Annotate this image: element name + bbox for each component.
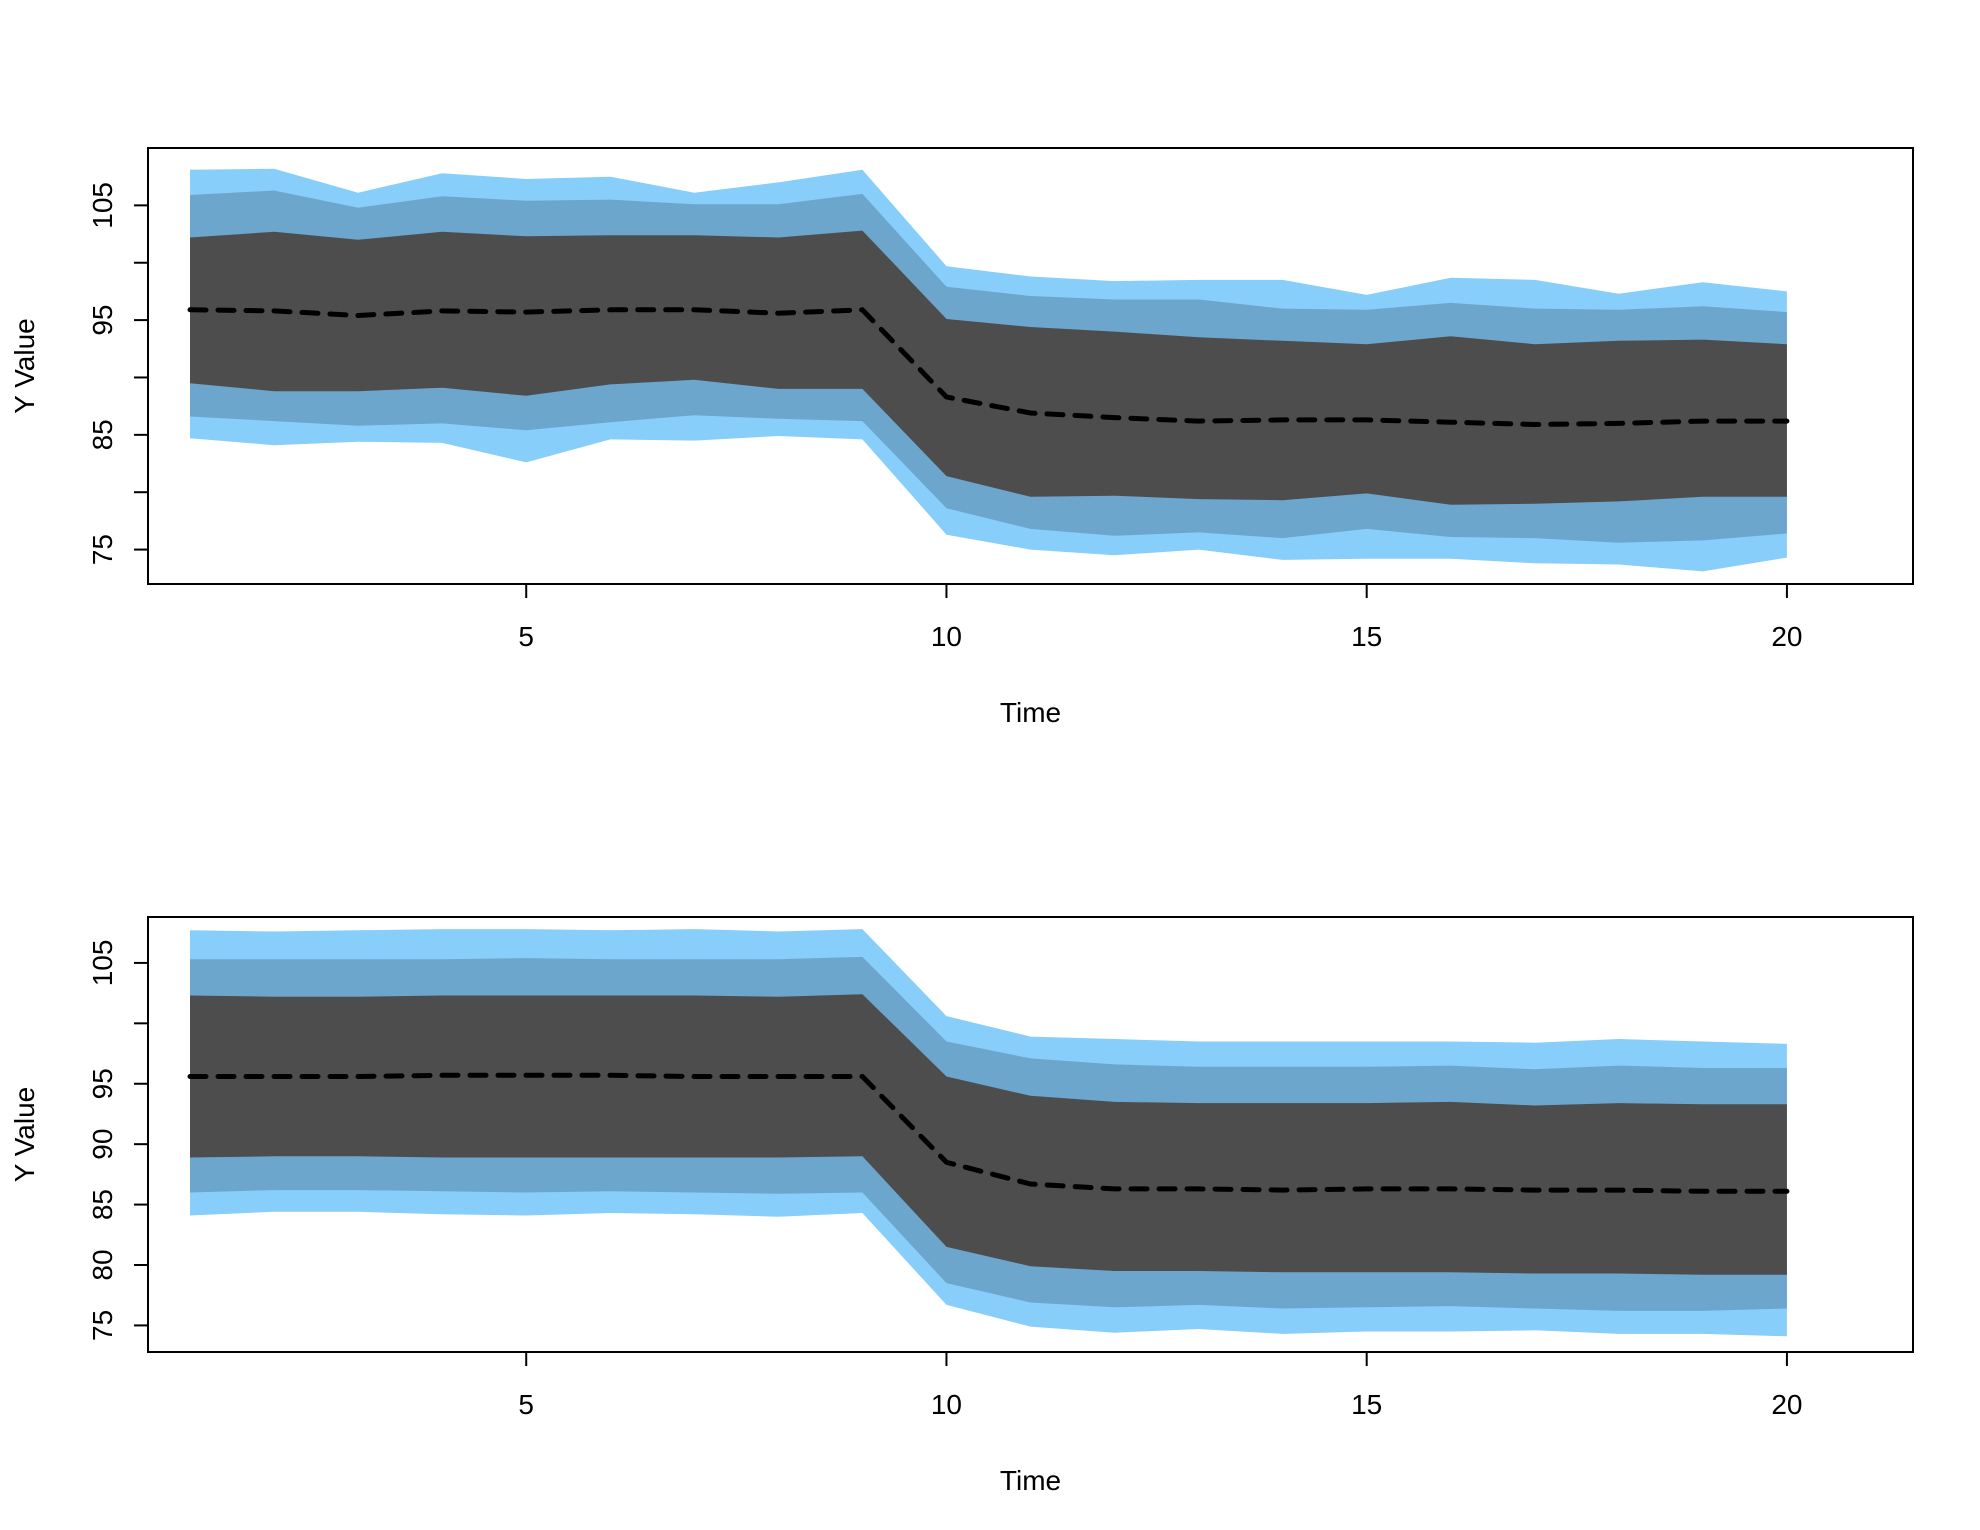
y-tick-label: 95 — [87, 1068, 118, 1099]
upper-fan-chart: 5 10 15 20 75 85 95 105 Time Y Value — [9, 147, 1914, 728]
x-tick-label: 20 — [1771, 621, 1802, 652]
plot-frame — [147, 147, 1914, 585]
y-tick-label: 75 — [87, 1310, 118, 1341]
x-tick-label: 5 — [518, 621, 534, 652]
median-line — [187, 1072, 1790, 1194]
y-tick-label: 75 — [87, 534, 118, 565]
y-tick-label: 105 — [87, 940, 118, 987]
y-tick-label: 95 — [87, 305, 118, 336]
y-tick-label: 85 — [87, 419, 118, 450]
x-axis-title: Time — [1000, 1465, 1061, 1496]
band-inner — [190, 230, 1787, 505]
plot-frame — [147, 916, 1914, 1353]
y-tick-label: 105 — [87, 182, 118, 229]
x-tick-label: 15 — [1351, 621, 1382, 652]
band-inner — [190, 994, 1787, 1275]
y-tick-label: 80 — [87, 1249, 118, 1280]
x-tick-label: 5 — [518, 1389, 534, 1420]
x-axis-title: Time — [1000, 697, 1061, 728]
y-tick-label: 90 — [87, 1129, 118, 1160]
x-tick-label: 15 — [1351, 1389, 1382, 1420]
x-tick-label: 10 — [931, 621, 962, 652]
y-axis-title: Y Value — [9, 318, 40, 413]
lower-fan-chart: 5 10 15 20 75 80 85 90 95 105 Time Y Value — [9, 916, 1914, 1496]
y-tick-label: 85 — [87, 1189, 118, 1220]
x-tick-label: 20 — [1771, 1389, 1802, 1420]
y-axis-title: Y Value — [9, 1087, 40, 1182]
x-tick-label: 10 — [931, 1389, 962, 1420]
median-line — [187, 307, 1790, 428]
